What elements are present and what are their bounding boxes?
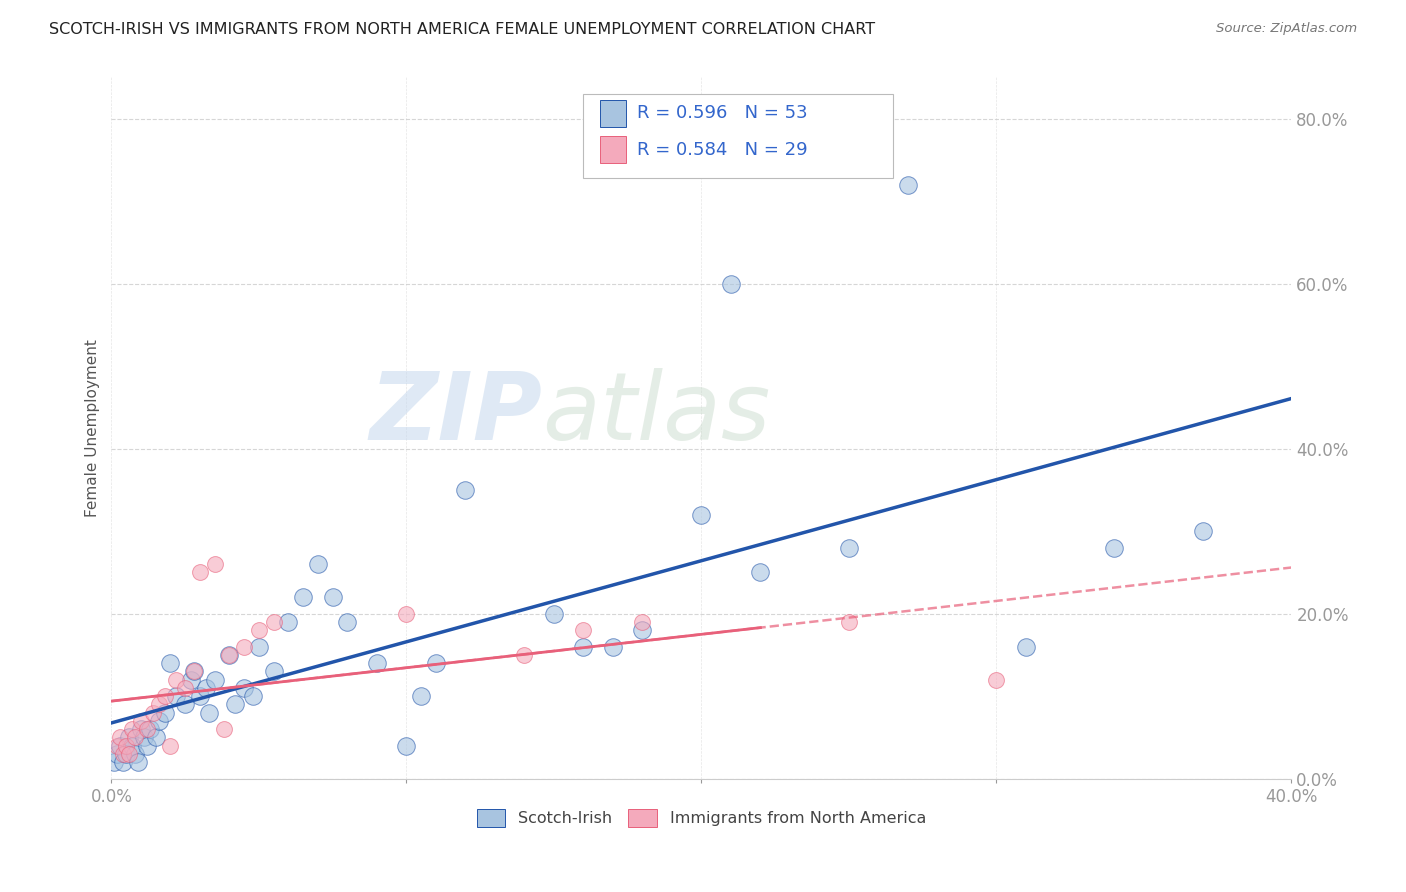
Point: [159, 656, 181, 670]
Point: [1192, 524, 1215, 538]
Point: [121, 722, 143, 736]
Point: [183, 665, 205, 679]
Point: [292, 590, 315, 604]
Point: [212, 722, 235, 736]
Point: [838, 541, 860, 555]
Point: [132, 731, 155, 745]
Point: [897, 178, 920, 192]
Point: [233, 681, 256, 695]
Point: [263, 615, 285, 629]
Point: [115, 747, 138, 761]
Point: [218, 648, 240, 662]
Point: [110, 739, 132, 753]
Point: [602, 640, 624, 654]
Point: [159, 739, 181, 753]
Point: [145, 731, 167, 745]
Point: [242, 689, 264, 703]
Point: [233, 640, 256, 654]
Point: [425, 656, 447, 670]
Text: R = 0.596   N = 53: R = 0.596 N = 53: [637, 104, 807, 122]
Point: [165, 689, 187, 703]
Point: [148, 698, 170, 712]
Point: [121, 739, 143, 753]
Point: [720, 277, 742, 291]
Point: [411, 689, 433, 703]
Point: [118, 731, 141, 745]
Point: [395, 739, 418, 753]
Point: [135, 739, 157, 753]
Point: [188, 566, 211, 580]
Point: [247, 640, 270, 654]
Point: [336, 615, 359, 629]
Point: [124, 731, 146, 745]
Text: SCOTCH-IRISH VS IMMIGRANTS FROM NORTH AMERICA FEMALE UNEMPLOYMENT CORRELATION CH: SCOTCH-IRISH VS IMMIGRANTS FROM NORTH AM…: [49, 22, 876, 37]
Point: [188, 689, 211, 703]
Point: [263, 665, 285, 679]
Point: [174, 681, 197, 695]
Point: [454, 483, 477, 497]
Point: [112, 747, 135, 761]
Point: [366, 656, 388, 670]
Point: [129, 714, 152, 728]
Point: [153, 706, 176, 720]
Point: [1015, 640, 1038, 654]
Point: [165, 673, 187, 687]
Point: [105, 739, 128, 753]
Point: [986, 673, 1008, 687]
Point: [224, 698, 246, 712]
Point: [153, 689, 176, 703]
Point: [631, 623, 654, 637]
Point: [247, 623, 270, 637]
Point: [395, 607, 418, 621]
Point: [110, 731, 132, 745]
Text: ZIP: ZIP: [370, 368, 543, 460]
Point: [572, 640, 595, 654]
Point: [690, 508, 713, 522]
Point: [572, 623, 595, 637]
Point: [180, 673, 202, 687]
Point: [749, 566, 772, 580]
Point: [135, 722, 157, 736]
Point: [124, 747, 146, 761]
Text: atlas: atlas: [543, 368, 770, 459]
Point: [277, 615, 299, 629]
Point: [204, 673, 226, 687]
Point: [139, 722, 162, 736]
Point: [197, 706, 219, 720]
Y-axis label: Female Unemployment: Female Unemployment: [86, 339, 100, 517]
Point: [148, 714, 170, 728]
Point: [1104, 541, 1126, 555]
Point: [105, 747, 128, 761]
Text: R = 0.584   N = 29: R = 0.584 N = 29: [637, 141, 807, 159]
Point: [543, 607, 565, 621]
Point: [103, 755, 125, 769]
Point: [513, 648, 536, 662]
Point: [307, 557, 329, 571]
Point: [194, 681, 217, 695]
Point: [174, 698, 197, 712]
Point: [129, 722, 152, 736]
Point: [322, 590, 344, 604]
Legend: Scotch-Irish, Immigrants from North America: Scotch-Irish, Immigrants from North Amer…: [470, 803, 932, 834]
Point: [183, 665, 205, 679]
Point: [204, 557, 226, 571]
Point: [218, 648, 240, 662]
Point: [142, 706, 165, 720]
Point: [838, 615, 860, 629]
Point: [118, 747, 141, 761]
Text: Source: ZipAtlas.com: Source: ZipAtlas.com: [1216, 22, 1357, 36]
Point: [115, 739, 138, 753]
Point: [631, 615, 654, 629]
Point: [112, 755, 135, 769]
Point: [127, 755, 149, 769]
